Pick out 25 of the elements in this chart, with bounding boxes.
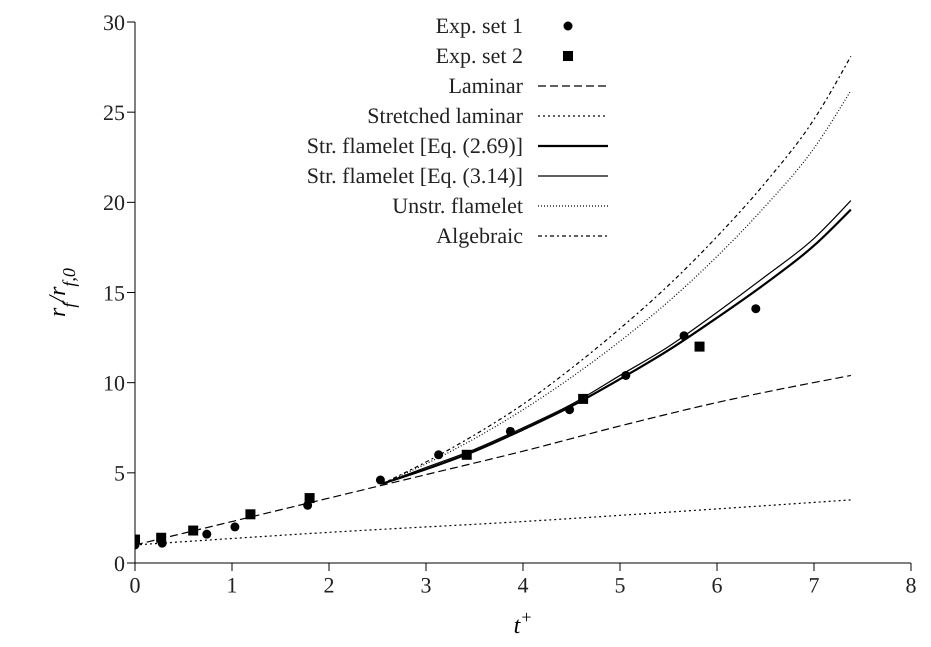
y-tick-label: 20: [103, 190, 125, 216]
legend-label: Str. flamelet [Eq. (2.69)]: [306, 133, 523, 158]
y-tick-label: 25: [103, 100, 125, 125]
x-tick-label: 5: [614, 572, 626, 598]
legend-label: Laminar: [448, 73, 524, 98]
x-axis-title: t$^{+}$: [514, 607, 532, 639]
legend-label: Unstr. flamelet: [392, 193, 523, 218]
legend-label: Exp. set 1: [436, 13, 523, 38]
x-tick-label: 2: [324, 572, 334, 598]
y-tick-label: 10: [103, 370, 125, 396]
x-tick-label: 6: [712, 572, 722, 598]
x-tick-label: 0: [130, 572, 140, 598]
legend-label: Str. flamelet [Eq. (3.14)]: [306, 163, 523, 188]
y-tick-label: 15: [103, 280, 125, 306]
legend-label: Exp. set 2: [436, 43, 523, 68]
x-tick-label: 3: [420, 572, 432, 598]
x-tick-label: 8: [906, 572, 916, 598]
legend-label: Stretched laminar: [367, 103, 524, 128]
y-tick-label: 30: [103, 10, 125, 35]
x-tick-label: 4: [518, 572, 528, 598]
y-tick-label: 5: [114, 460, 125, 486]
x-tick-label: 1: [226, 572, 238, 598]
legend-label: Algebraic: [436, 223, 524, 248]
y-tick-label: 0: [114, 550, 125, 576]
x-tick-label: 7: [808, 572, 820, 598]
